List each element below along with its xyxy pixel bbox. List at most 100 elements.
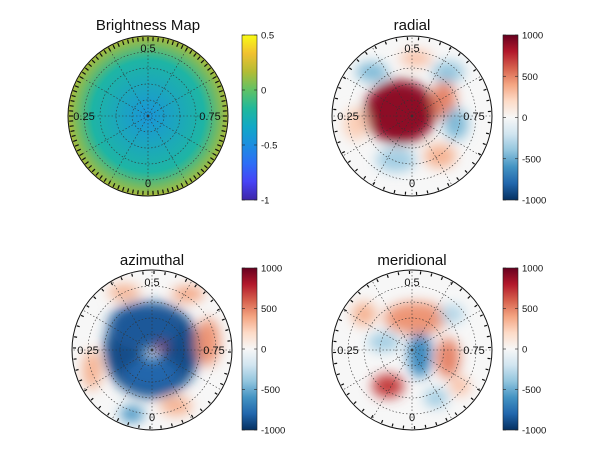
rim-tick [116,418,120,422]
rim-tick [79,379,83,382]
rim-tick [72,90,78,93]
rim-tick [479,314,484,317]
panel-title: azimuthal [120,252,184,269]
rim-tick [340,383,345,386]
colorbar-tick-label: 0 [522,345,527,356]
colorbar-tick-label: 1000 [522,264,543,275]
rim-tick [366,284,370,288]
rim-tick [335,329,339,332]
rim-tick [101,288,105,292]
rim-tick [199,408,203,412]
rim-tick [157,37,159,42]
rim-tick [224,372,228,375]
rim-tick [454,412,458,416]
rim-tick [170,423,173,427]
rim-tick [215,80,220,84]
colorbar-tick-label: 500 [261,304,277,315]
rim-tick [338,86,342,90]
rim-tick [428,38,431,43]
feature-blob [376,148,416,172]
rim-tick [99,175,103,180]
grid-circle [395,99,429,133]
rim-tick [74,144,79,147]
colorbar-tick-label: -500 [261,385,280,396]
rim-tick [74,85,79,88]
rim-tick [334,130,338,133]
rim-tick [157,190,159,195]
rim-tick [384,41,387,45]
rim-tick [166,188,170,193]
grid-spoke [107,115,149,186]
feature-blob [196,318,220,366]
rim-tick [207,67,212,71]
disk-map [332,270,492,430]
rim-tick [171,40,174,46]
rim-ticks [69,37,227,195]
rim-tick [171,186,174,192]
rim-tick [221,130,226,133]
colorbar-tick-label: 0 [522,113,527,124]
rim-tick [193,175,197,180]
polar-grid [72,270,232,430]
rim-tick [337,141,341,144]
grid-circle [131,99,165,133]
rim-tick [466,60,470,64]
disk-border [331,269,493,431]
feature-blob [424,144,456,168]
rim-tick [216,308,220,312]
rim-tick [84,67,89,71]
rim-tick [361,408,365,412]
rim-tick [91,168,96,173]
rim-tick [138,424,140,428]
feature-blob [436,338,460,378]
rim-ticks [73,271,231,429]
grid-spoke [82,309,153,351]
rim-tick [184,47,189,52]
grid-circle [103,301,201,399]
rim-tick [336,373,340,376]
rim-tick [79,75,84,80]
feature-blob [400,50,432,67]
rim-tick [203,164,208,169]
rim-tick [430,273,433,277]
grid-circle [395,333,429,367]
rim-tick [440,276,444,281]
rim-tick [457,53,461,57]
feature-blob [156,341,167,351]
rim-tick [190,414,194,418]
rim-ticks [333,37,491,195]
grid-spoke [342,349,413,391]
disk-border [67,35,229,197]
rim-tick [221,99,226,102]
rim-tick [393,189,396,194]
feature-blob [120,406,144,422]
rim-tick [217,144,222,147]
rim-tick [137,190,139,195]
rim-tick [215,148,220,152]
rim-tick [459,288,463,292]
rim-tick [464,170,468,174]
rim-tick [226,362,230,364]
rim-tick [107,47,112,52]
rim-tick [370,414,374,419]
rim-tick [376,278,379,283]
disk-border [71,269,233,431]
grid-spoke [151,280,193,351]
rim-tick [131,273,134,277]
rim-tick [84,161,89,165]
angular-tick-label: 0.5 [404,277,419,289]
angular-tick-label: 0 [149,412,155,424]
grid-circle [363,67,461,165]
rim-tick [485,132,490,135]
rim-tick [347,160,351,164]
rim-tick [450,281,454,286]
rim-tick [107,180,112,185]
rim-tick [341,151,346,154]
rim-tick [354,168,358,172]
rim-tick [218,90,224,93]
colorbar-tick-label: 0 [261,86,266,97]
rim-tick [447,182,450,187]
rim-tick [76,325,80,328]
rim-tick [196,56,201,61]
rim-tick [70,130,75,133]
